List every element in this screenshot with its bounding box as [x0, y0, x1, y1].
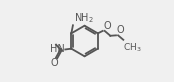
- Text: CH$_3$: CH$_3$: [123, 41, 141, 54]
- Text: O: O: [51, 58, 58, 68]
- Text: HN: HN: [50, 44, 65, 54]
- Text: O: O: [103, 20, 111, 31]
- Text: NH$_2$: NH$_2$: [74, 11, 94, 25]
- Text: O: O: [116, 25, 124, 35]
